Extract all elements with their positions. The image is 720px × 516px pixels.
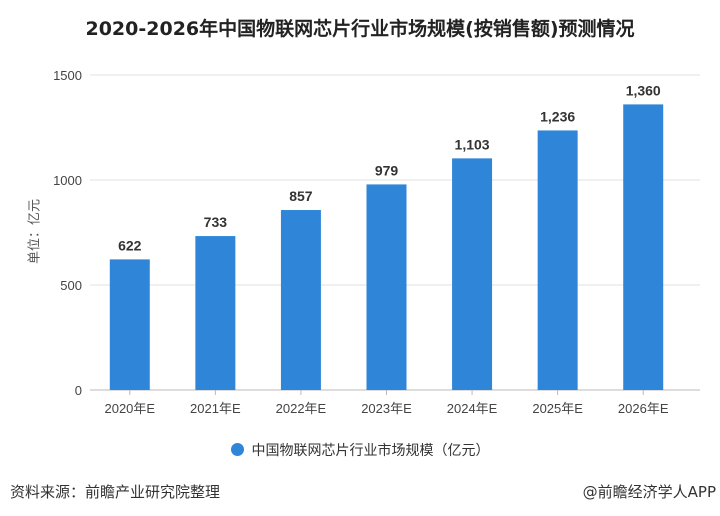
source-note: 资料来源：前瞻产业研究院整理: [10, 483, 221, 501]
bar: [109, 259, 150, 390]
legend-label: 中国物联网芯片行业市场规模（亿元）: [251, 443, 490, 459]
credit-note: @前瞻经济学人APP: [582, 483, 716, 501]
data-label: 733: [204, 214, 228, 230]
x-tick-label: 2023年E: [361, 401, 412, 416]
legend: 中国物联网芯片行业市场规模（亿元）: [0, 440, 720, 460]
data-label: 1,236: [540, 108, 575, 124]
bar: [623, 104, 664, 391]
x-tick-label: 2021年E: [190, 401, 241, 416]
x-tick-label: 2025年E: [532, 401, 583, 416]
y-tick-label: 0: [75, 383, 82, 398]
bar: [366, 184, 407, 390]
y-tick-label: 1500: [53, 68, 82, 83]
y-axis-label: 单位：亿元: [27, 199, 43, 265]
data-label: 857: [289, 188, 313, 204]
y-tick-label: 1000: [53, 173, 82, 188]
data-label: 979: [375, 162, 399, 178]
chart-title: 2020-2026年中国物联网芯片行业市场规模(按销售额)预测情况: [85, 18, 635, 40]
data-label: 622: [118, 237, 142, 253]
x-tick-label: 2020年E: [104, 401, 155, 416]
data-label: 1,103: [455, 136, 490, 152]
data-label: 1,360: [626, 82, 661, 98]
bar: [280, 210, 321, 390]
legend-marker: [230, 443, 244, 456]
x-tick-label: 2024年E: [447, 401, 498, 416]
bar: [452, 158, 493, 390]
bar: [537, 130, 578, 390]
y-tick-label: 500: [60, 278, 82, 293]
bar: [195, 236, 236, 390]
x-tick-label: 2022年E: [276, 401, 327, 416]
x-tick-label: 2026年E: [618, 401, 669, 416]
